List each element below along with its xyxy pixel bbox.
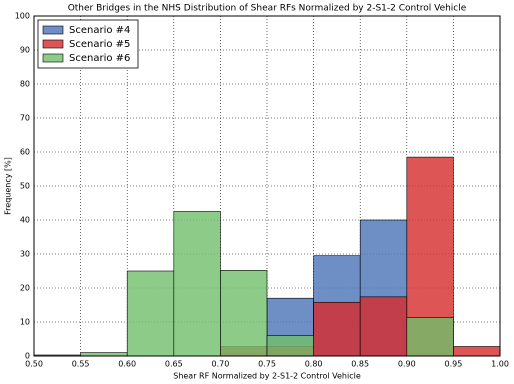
legend-swatch	[42, 25, 64, 35]
legend-label: Scenario #4	[69, 25, 130, 36]
y-tick-label: 30	[20, 250, 30, 259]
y-tick-label: 100	[15, 12, 30, 21]
bar	[453, 346, 501, 357]
bar	[80, 352, 128, 357]
y-tick-label: 50	[20, 182, 30, 191]
x-tick-label: 0.65	[165, 360, 183, 369]
x-tick-label: 0.95	[444, 360, 462, 369]
legend-label: Scenario #5	[69, 39, 130, 50]
x-tick-label: 0.50	[25, 360, 43, 369]
y-tick-label: 0	[25, 352, 30, 361]
legend-swatch	[42, 39, 64, 49]
y-tick-label: 60	[20, 148, 30, 157]
plot-frame	[33, 15, 501, 357]
legend: Scenario #4 Scenario #5 Scenario #6	[37, 19, 139, 69]
y-axis-label: Frequency [%]	[4, 157, 13, 215]
y-tick-label: 70	[20, 114, 30, 123]
bar	[220, 270, 268, 357]
bar	[406, 317, 454, 357]
x-tick-label: 1.00	[491, 360, 509, 369]
x-tick-label: 0.90	[398, 360, 416, 369]
x-tick-label: 0.80	[305, 360, 323, 369]
legend-swatch	[42, 53, 64, 63]
bar	[359, 296, 408, 357]
legend-label: Scenario #6	[69, 53, 130, 64]
x-tick-label: 0.70	[211, 360, 229, 369]
y-tick-label: 10	[20, 318, 30, 327]
bar	[313, 301, 361, 357]
bar	[173, 211, 221, 357]
y-tick-label: 80	[20, 80, 30, 89]
y-tick-label: 40	[20, 216, 30, 225]
chart-title: Other Bridges in the NHS Distribution of…	[68, 4, 467, 14]
y-tick-label: 20	[20, 284, 30, 293]
x-axis-label: Shear RF Normalized by 2-S1-2 Control Ve…	[173, 372, 361, 381]
x-tick-label: 0.60	[118, 360, 136, 369]
x-tick-label: 0.55	[72, 360, 90, 369]
bar	[266, 335, 314, 357]
x-tick-label: 0.85	[351, 360, 369, 369]
x-tick-label: 0.75	[258, 360, 276, 369]
y-tick-label: 90	[20, 46, 30, 55]
bar	[126, 270, 175, 357]
